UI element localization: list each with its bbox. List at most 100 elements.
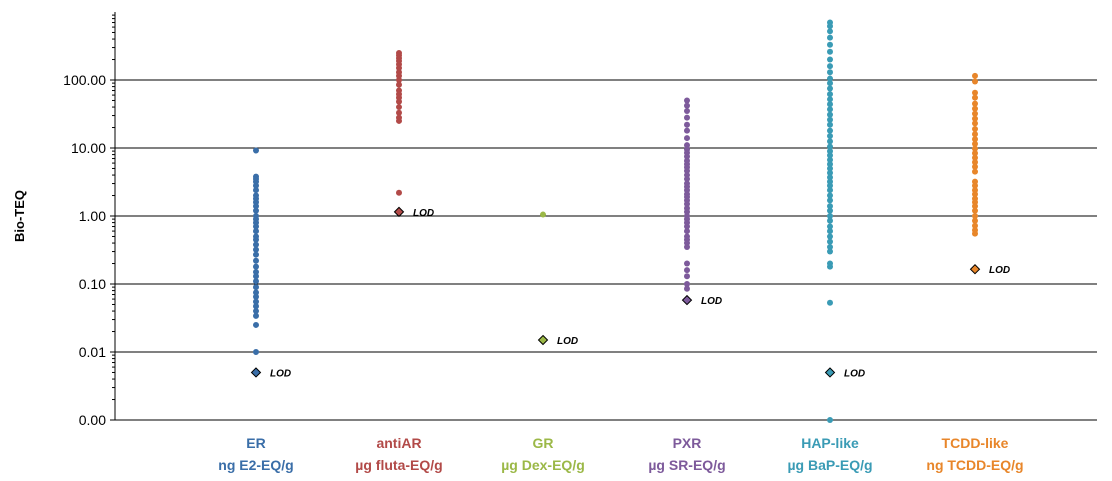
lod-marker: [393, 206, 405, 218]
data-point: [972, 159, 978, 166]
data-point: [827, 156, 833, 163]
data-point: [972, 222, 978, 229]
data-point: [827, 187, 833, 194]
data-point: [972, 168, 978, 175]
data-point: [827, 23, 833, 30]
category-name: ER: [246, 435, 265, 451]
data-point: [253, 236, 259, 243]
data-point: [684, 260, 690, 267]
data-point: [827, 203, 833, 210]
data-point: [827, 197, 833, 204]
lod-marker: [681, 294, 693, 306]
data-point: [253, 293, 259, 300]
data-point: [972, 78, 978, 85]
data-point: [972, 150, 978, 157]
data-point: [972, 207, 978, 214]
data-point: [253, 187, 259, 194]
lod-marker: [969, 264, 981, 275]
data-point: [827, 263, 833, 270]
y-axis-label: Bio-TEQ: [12, 190, 27, 242]
data-point: [684, 108, 690, 115]
data-point: [253, 298, 259, 305]
data-point: [827, 182, 833, 189]
data-point: [253, 147, 259, 154]
data-point: [827, 96, 833, 103]
data-point: [684, 176, 690, 183]
data-point: [253, 278, 259, 285]
data-point: [253, 289, 259, 296]
data-point: [972, 163, 978, 170]
data-point: [253, 228, 259, 235]
category-unit: µg BaP-EQ/g: [787, 457, 872, 473]
data-point: [396, 81, 402, 88]
data-point: [396, 72, 402, 79]
data-point: [253, 349, 259, 355]
data-point: [253, 312, 259, 319]
data-point: [253, 182, 259, 189]
data-point: [827, 248, 833, 255]
y-tick-label: 100.00: [63, 72, 106, 88]
category-name: GR: [533, 435, 554, 451]
data-point: [827, 106, 833, 113]
data-point: [253, 241, 259, 248]
data-point: [396, 117, 402, 124]
data-point: [827, 75, 833, 82]
category-name: HAP-like: [801, 435, 859, 451]
data-point: [827, 244, 833, 251]
data-point: [972, 145, 978, 152]
data-point: [684, 281, 690, 287]
data-point: [972, 120, 978, 127]
data-point: [396, 77, 402, 83]
data-point: [684, 114, 690, 121]
data-point: [396, 104, 402, 111]
data-point: [827, 111, 833, 118]
data-point: [684, 285, 690, 292]
lod-label: LOD: [270, 368, 291, 379]
data-point: [827, 127, 833, 134]
lod-label: LOD: [844, 368, 865, 379]
data-point: [684, 273, 690, 280]
category-unit: µg Dex-EQ/g: [501, 457, 585, 473]
data-point: [972, 217, 978, 224]
data-point: [253, 308, 259, 315]
lod-marker: [824, 367, 836, 378]
data-point: [396, 189, 402, 196]
data-point: [972, 100, 978, 107]
data-point: [684, 208, 690, 215]
data-point: [253, 223, 259, 230]
lod-marker: [250, 367, 262, 378]
data-point: [253, 284, 259, 291]
y-tick-label: 0.10: [79, 276, 106, 292]
data-point: [253, 203, 259, 210]
data-point: [827, 192, 833, 199]
data-point: [827, 233, 833, 240]
data-points: [253, 19, 978, 423]
category-unit: ng TCDD-EQ/g: [926, 457, 1023, 473]
data-point: [972, 126, 978, 133]
data-point: [827, 80, 833, 87]
data-point: [827, 56, 833, 63]
data-point: [253, 207, 259, 214]
y-ticks: 0.00 0.01 0.10 1.00 10.00 100.00: [63, 14, 115, 428]
data-point: [972, 140, 978, 147]
data-point: [684, 223, 690, 230]
data-point: [972, 136, 978, 143]
data-point: [972, 72, 978, 79]
data-point: [684, 121, 690, 128]
data-point: [827, 213, 833, 219]
data-point: [827, 91, 833, 98]
data-point: [827, 169, 833, 176]
data-point: [827, 138, 833, 145]
category-name: TCDD-like: [942, 435, 1009, 451]
data-point: [827, 28, 833, 35]
category-unit: ng E2-EQ/g: [218, 457, 293, 473]
data-point: [827, 121, 833, 128]
lod-markers: LOD LOD LOD LOD LOD LOD: [250, 206, 1010, 379]
data-point: [827, 152, 833, 159]
data-point: [684, 244, 690, 251]
data-point: [972, 203, 978, 210]
data-point: [827, 165, 833, 172]
data-point: [972, 191, 978, 198]
data-point: [827, 174, 833, 181]
data-point: [827, 299, 833, 306]
